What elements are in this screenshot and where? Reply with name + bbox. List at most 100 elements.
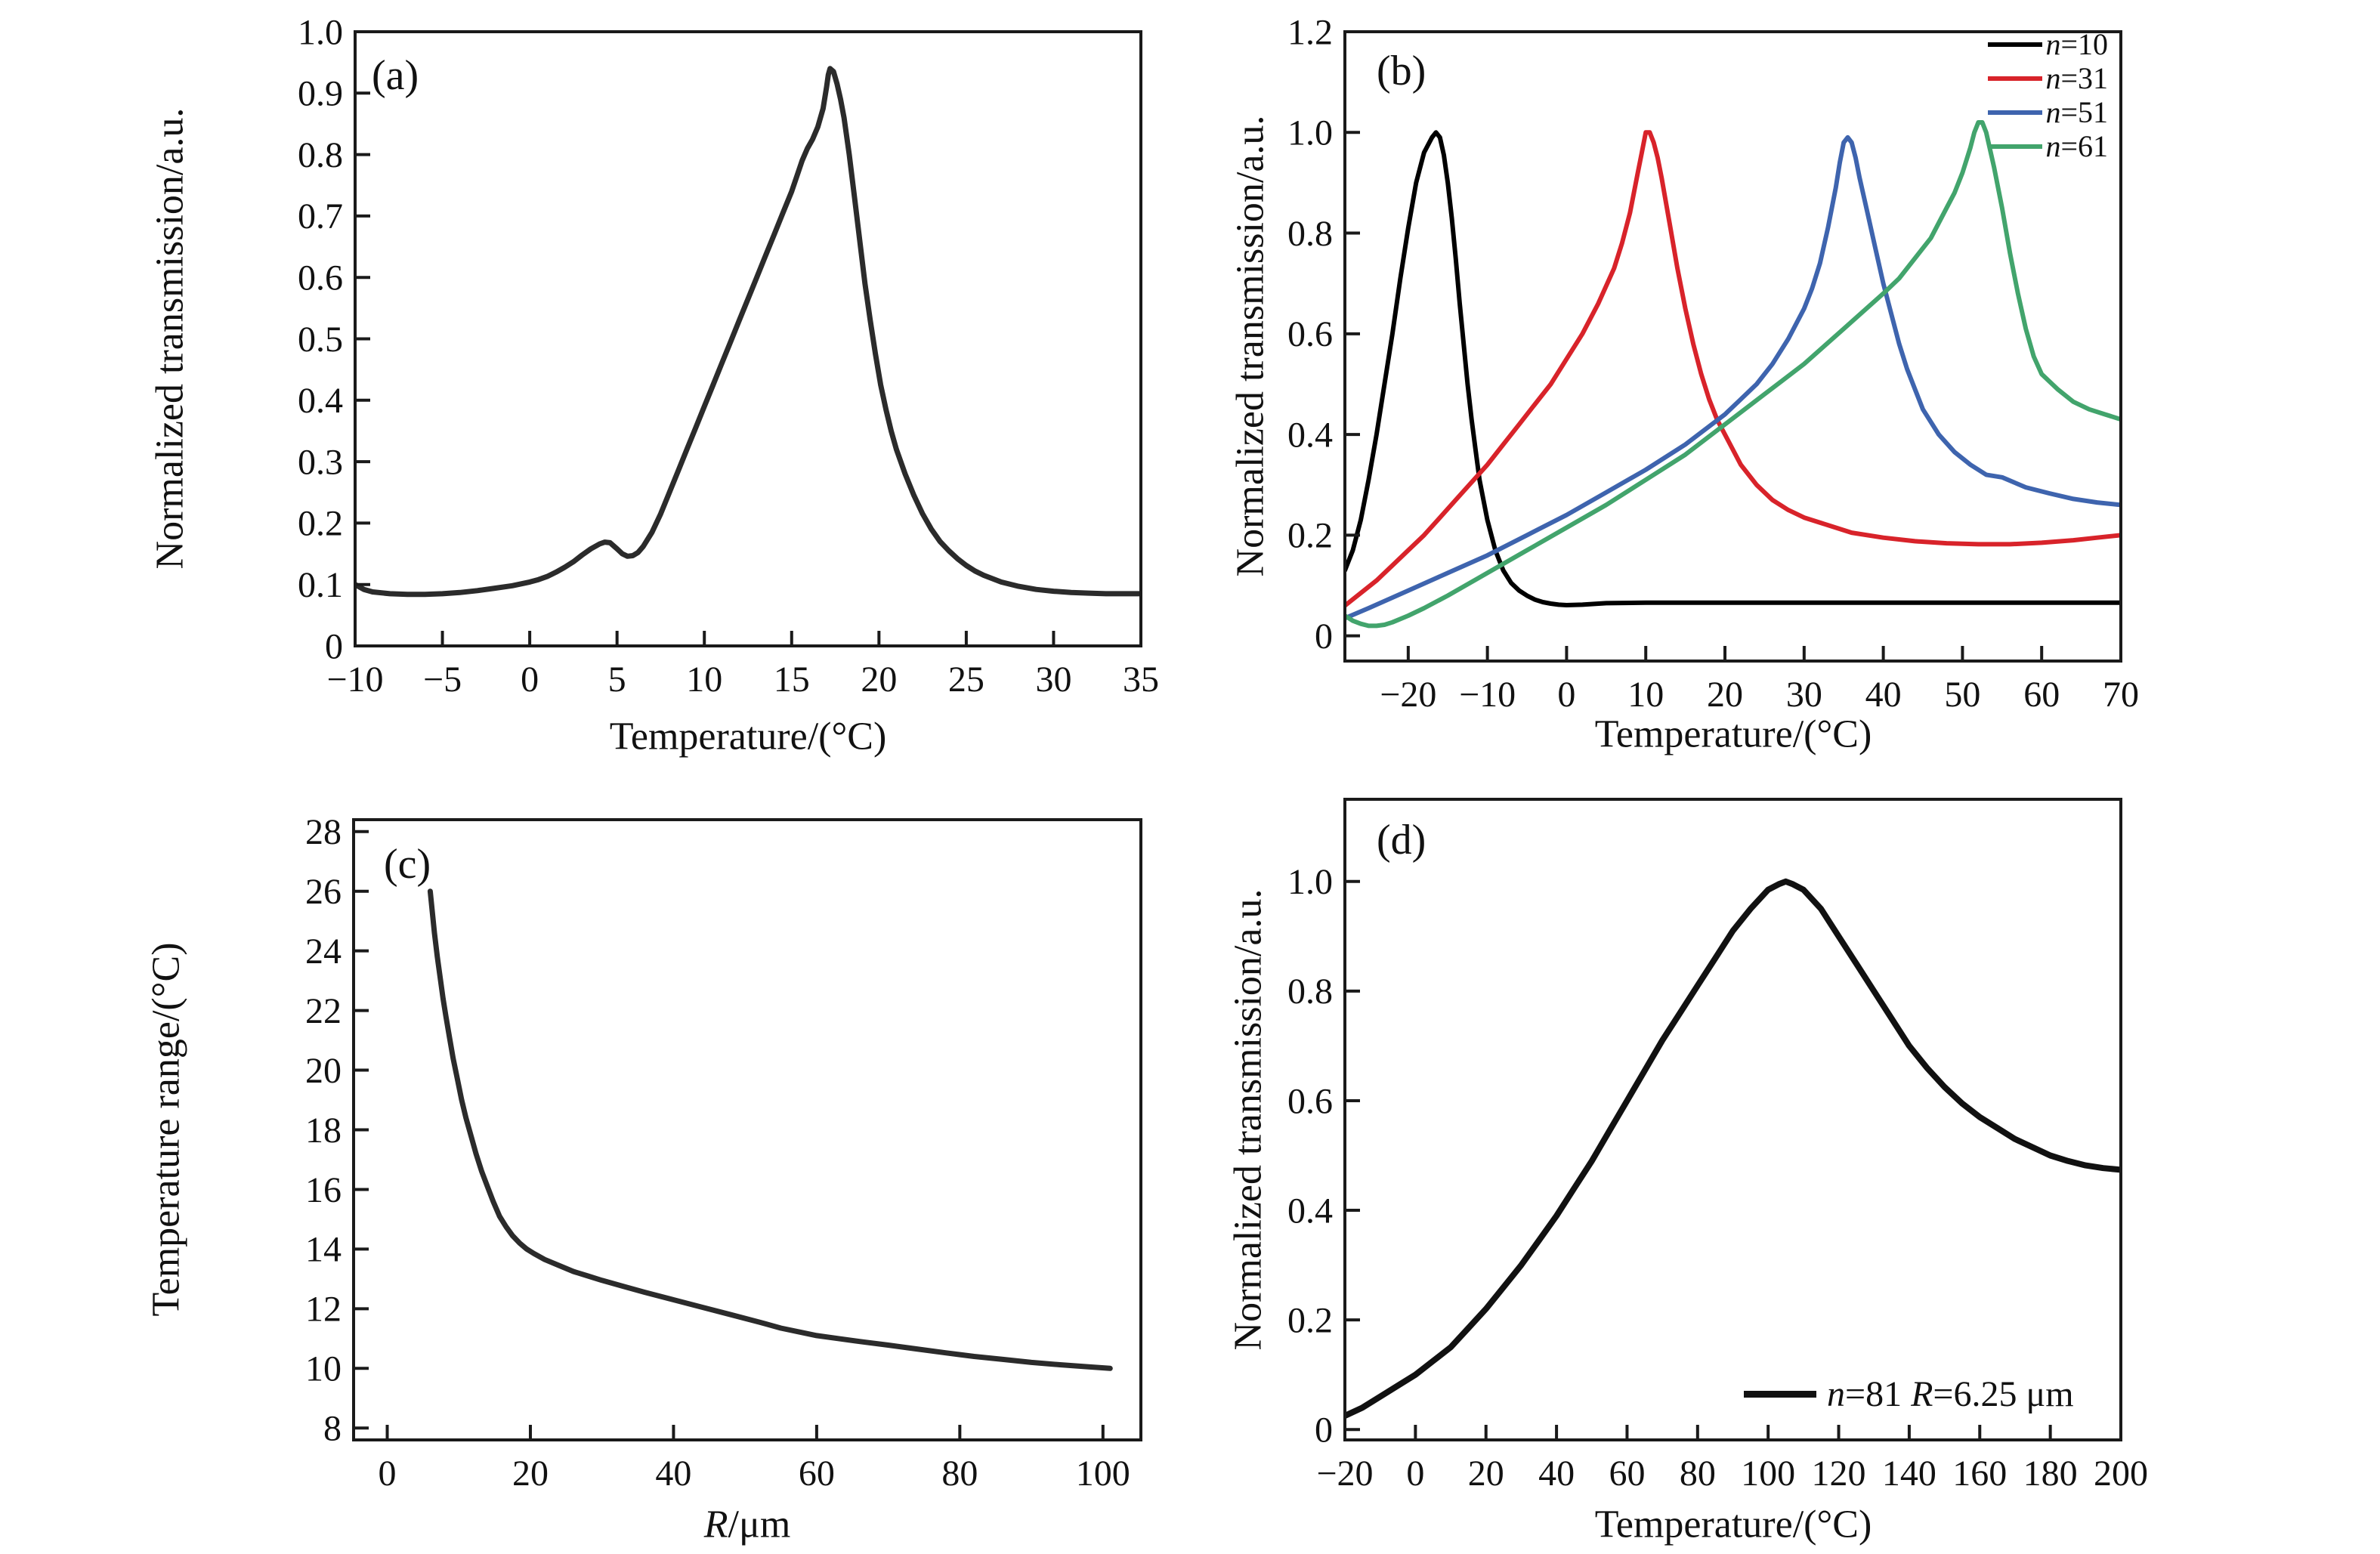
- panel-d-ylabel: Normalized transmission/a.u.: [1226, 888, 1270, 1351]
- panel-d-xtick-label: 160: [1952, 1454, 2007, 1494]
- panel-c-label: (c): [384, 841, 431, 888]
- panel-b-xtick-label: 50: [1944, 675, 1980, 715]
- panel-c-ytick-label: 20: [305, 1051, 342, 1091]
- panel-c-ytick-label: 14: [305, 1230, 342, 1270]
- panel-d-ytick-label: 0: [1315, 1410, 1333, 1451]
- panel-a-ytick-label: 0.3: [298, 442, 343, 482]
- panel-b-xtick-label: −20: [1380, 675, 1436, 715]
- panel-a-xtick-label: −10: [326, 660, 383, 700]
- panel-c-series-0: [427, 888, 1113, 1371]
- panel-a-ytick-label: 1.0: [298, 12, 343, 52]
- panel-c-ytick-label: 24: [305, 931, 342, 972]
- panel-d-xtick-label: 100: [1741, 1454, 1795, 1494]
- panel-d-xtick-label: 80: [1680, 1454, 1716, 1494]
- panel-a-xtick-label: −5: [423, 660, 462, 700]
- panel-b-xtick-label: 70: [2103, 675, 2139, 715]
- panel-b: −20 −10 0 10 20 30 40 50 60 70 0 0.2 0.4 0.6 0.8 1.0 1.2: [1287, 12, 2139, 715]
- panel-d-xtick-label: 20: [1468, 1454, 1504, 1494]
- panel-a-xtick-label: 5: [608, 660, 626, 700]
- panel-b-xtick-label: 20: [1707, 675, 1743, 715]
- panel-b-xtick-label: 60: [2023, 675, 2060, 715]
- panel-d-xlabel: Temperature/(°C): [1594, 1503, 1872, 1546]
- panel-d-xtick-label: 60: [1609, 1454, 1645, 1494]
- panel-b-label: (b): [1377, 48, 1426, 94]
- panel-d-ytick-label: 0.4: [1287, 1191, 1333, 1231]
- panel-a-ylabel: Normalized transmission/a.u.: [148, 107, 192, 570]
- panel-d: −20 0 20 40 60 80 100 120 140 160 180 20000.20.40.6…: [1287, 798, 2148, 1494]
- legend-line-n61: [1988, 144, 2043, 149]
- panel-d-frame: [1343, 798, 2122, 1441]
- panel-b-ytick-label: 0.8: [1287, 214, 1333, 254]
- panel-a-ytick-label: 0.8: [298, 135, 343, 175]
- panel-b-frame: [1343, 30, 2122, 663]
- panel-a-ytick-label: 0.2: [298, 504, 343, 544]
- legend-line-n51: [1988, 110, 2043, 115]
- panel-d-label: (d): [1377, 817, 1426, 864]
- panel-c-ytick-label: 18: [305, 1111, 342, 1151]
- panel-b-legend: n=10 n=31 n=51 n=61: [1988, 27, 2108, 163]
- panel-a-ytick-label: 0: [325, 626, 343, 666]
- panel-a-frame: [354, 30, 1142, 647]
- panel-b-xtick-label: 0: [1557, 675, 1575, 715]
- panel-b-ytick-label: 0.2: [1287, 516, 1333, 556]
- panel-a-xtick-label: 0: [521, 660, 539, 700]
- panel-d-series-0: [1345, 878, 2121, 1420]
- panel-c-ytick-label: 10: [305, 1349, 342, 1389]
- panel-c-xtick-label: 80: [941, 1454, 978, 1494]
- panel-a-xtick-label: 35: [1123, 660, 1159, 700]
- panel-c-xlabel-rest: /μm: [728, 1503, 791, 1546]
- panel-b-xlabel: Temperature/(°C): [1594, 712, 1872, 756]
- panel-d-xtick-label: −20: [1316, 1454, 1373, 1494]
- panel-b-ytick-label: 1.0: [1287, 113, 1333, 153]
- panel-a-ytick-label: 0.1: [298, 565, 343, 605]
- panel-a-ytick-label: 0.4: [298, 381, 343, 421]
- panel-b-xtick-label: 40: [1865, 675, 1902, 715]
- panel-a-label: (a): [372, 52, 419, 99]
- panel-d-xtick-label: 120: [1812, 1454, 1866, 1494]
- panel-d-xtick-label: 200: [2094, 1454, 2148, 1494]
- panel-a-xtick-label: 10: [686, 660, 722, 700]
- panel-b-series-0: [1345, 130, 2121, 607]
- panel-a-xtick-label: 15: [774, 660, 810, 700]
- panel-d-xtick-label: 40: [1538, 1454, 1575, 1494]
- panel-d-ytick-label: 0.8: [1287, 972, 1333, 1012]
- panel-c-ylabel: Temperature range/(°C): [144, 942, 188, 1317]
- panel-d-xtick-label: 0: [1406, 1454, 1424, 1494]
- panel-c-xtick-label: 40: [655, 1454, 691, 1494]
- panel-c-ytick-label: 12: [305, 1290, 342, 1330]
- panel-a-ytick-label: 0.6: [298, 258, 343, 298]
- panel-c-ytick-label: 28: [305, 812, 342, 852]
- legend-item-n61: n=61: [1988, 129, 2108, 163]
- panel-c: 0 20 40 60 80 100 8 10 12 14 16 18 20 22 24 26 28: [305, 812, 1142, 1494]
- panel-a-xtick-label: 30: [1035, 660, 1071, 700]
- legend-item-n31: n=31: [1988, 61, 2108, 95]
- panel-a: −10 −5 0 5 10 15 20 25 30 35 0 0.1 0.2 0.3 0.4 0.5 0.6 0.…: [298, 12, 1159, 700]
- panel-a-xtick-label: 25: [948, 660, 984, 700]
- panel-d-ytick-label: 1.0: [1287, 862, 1333, 902]
- legend-label-n81: n=81 R=6.25 μm: [1827, 1374, 2074, 1414]
- panel-b-xtick-label: 10: [1627, 675, 1664, 715]
- panel-c-ytick-label: 22: [305, 991, 342, 1031]
- panel-b-ylabel: Normalized transmission/a.u.: [1229, 115, 1272, 577]
- panel-b-ytick-label: 1.2: [1287, 12, 1333, 52]
- panel-a-ytick-label: 0.9: [298, 74, 343, 114]
- panel-b-xtick-label: −10: [1459, 675, 1516, 715]
- panel-b-series-2: [1345, 134, 2121, 621]
- panel-a-ytick-label: 0.7: [298, 196, 343, 236]
- panel-a-series-0: [355, 66, 1141, 598]
- panel-a-ytick-label: 0.5: [298, 320, 343, 360]
- panel-d-legend: n=81 R=6.25 μm: [1744, 1373, 2074, 1415]
- panel-b-series-1: [1345, 130, 2121, 608]
- panel-a-xlabel: Temperature/(°C): [609, 715, 887, 758]
- panel-c-xtick-label: 20: [512, 1454, 549, 1494]
- panel-d-ytick-label: 0.2: [1287, 1300, 1333, 1340]
- panel-c-ytick-label: 26: [305, 872, 342, 912]
- legend-line-n31: [1988, 76, 2043, 81]
- panel-c-ytick-label: 16: [305, 1170, 342, 1210]
- panel-c-xtick-label: 100: [1076, 1454, 1130, 1494]
- panel-d-xtick-label: 180: [2023, 1454, 2078, 1494]
- panel-b-ytick-label: 0: [1315, 616, 1333, 657]
- panel-b-ytick-label: 0.4: [1287, 415, 1333, 455]
